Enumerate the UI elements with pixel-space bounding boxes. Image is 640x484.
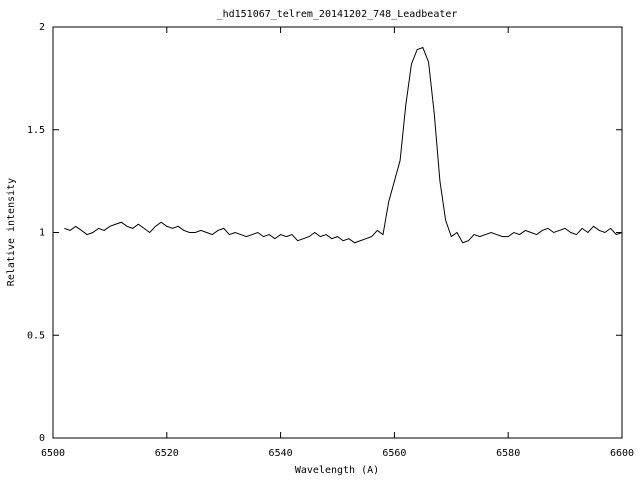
- x-tick-label: 6500: [41, 448, 65, 459]
- y-tick-label: 0.5: [27, 330, 45, 341]
- x-tick-label: 6540: [269, 448, 293, 459]
- x-tick-label: 6560: [382, 448, 406, 459]
- y-tick-label: 0: [39, 433, 45, 444]
- y-tick-label: 1: [39, 228, 45, 239]
- y-tick-label: 1.5: [27, 125, 45, 136]
- x-tick-label: 6600: [610, 448, 634, 459]
- chart-title: _hd151067_telrem_20141202_748_Leadbeater: [217, 9, 458, 20]
- x-tick-label: 6580: [496, 448, 520, 459]
- spectrum-line: [64, 46, 623, 244]
- y-axis-label: Relative intensity: [6, 178, 17, 286]
- x-tick-label: 6520: [155, 448, 179, 459]
- y-tick-label: 2: [39, 22, 45, 33]
- x-axis-label: Wavelength (A): [295, 465, 379, 476]
